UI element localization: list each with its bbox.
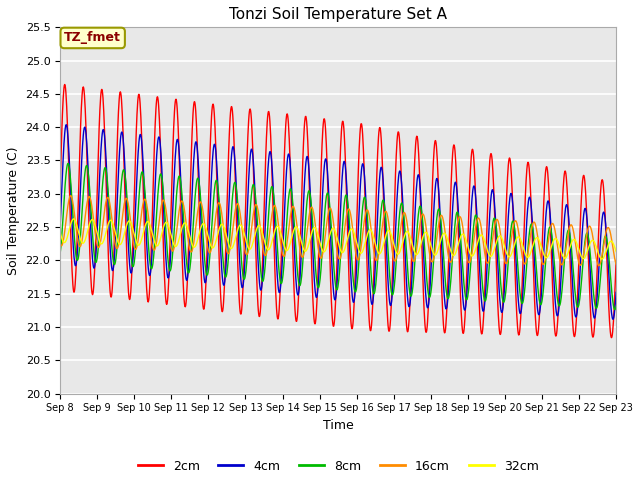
32cm [56, 229, 64, 235]
2cm [547, 226, 554, 231]
4cm [243, 229, 250, 235]
2cm [61, 82, 68, 87]
4cm [547, 216, 554, 221]
16cm [425, 245, 433, 251]
8cm [611, 307, 619, 312]
8cm [167, 267, 175, 273]
16cm [56, 240, 64, 246]
4cm [56, 225, 64, 230]
Line: 2cm: 2cm [60, 84, 616, 338]
32cm [70, 216, 77, 222]
8cm [612, 303, 620, 309]
32cm [497, 234, 505, 240]
2cm [167, 223, 175, 228]
Line: 16cm: 16cm [60, 196, 616, 265]
16cm [167, 242, 175, 248]
Legend: 2cm, 4cm, 8cm, 16cm, 32cm: 2cm, 4cm, 8cm, 16cm, 32cm [132, 455, 543, 478]
16cm [595, 263, 603, 268]
2cm [180, 297, 188, 303]
32cm [547, 247, 554, 252]
Line: 8cm: 8cm [60, 164, 616, 310]
32cm [612, 249, 620, 254]
4cm [167, 252, 175, 258]
8cm [56, 251, 64, 257]
Line: 4cm: 4cm [60, 125, 616, 319]
Text: TZ_fmet: TZ_fmet [64, 32, 121, 45]
32cm [243, 239, 250, 245]
4cm [497, 309, 505, 315]
X-axis label: Time: Time [323, 419, 353, 432]
8cm [497, 288, 505, 293]
2cm [243, 178, 250, 183]
16cm [180, 205, 188, 211]
8cm [180, 225, 188, 231]
8cm [425, 293, 433, 299]
8cm [243, 264, 250, 270]
Line: 32cm: 32cm [60, 219, 616, 259]
32cm [180, 220, 188, 226]
4cm [63, 122, 70, 128]
4cm [425, 300, 433, 306]
16cm [612, 262, 620, 267]
8cm [65, 161, 72, 167]
32cm [425, 235, 433, 240]
8cm [547, 225, 554, 230]
2cm [56, 184, 64, 190]
Title: Tonzi Soil Temperature Set A: Tonzi Soil Temperature Set A [229, 7, 447, 22]
4cm [180, 252, 188, 258]
16cm [497, 237, 505, 243]
16cm [67, 193, 74, 199]
16cm [243, 252, 250, 257]
2cm [497, 326, 505, 332]
4cm [609, 316, 617, 322]
32cm [167, 230, 175, 236]
2cm [607, 335, 615, 341]
2cm [425, 295, 433, 301]
Y-axis label: Soil Temperature (C): Soil Temperature (C) [7, 146, 20, 275]
16cm [547, 226, 554, 231]
2cm [612, 257, 620, 263]
4cm [612, 289, 620, 295]
32cm [598, 256, 605, 262]
